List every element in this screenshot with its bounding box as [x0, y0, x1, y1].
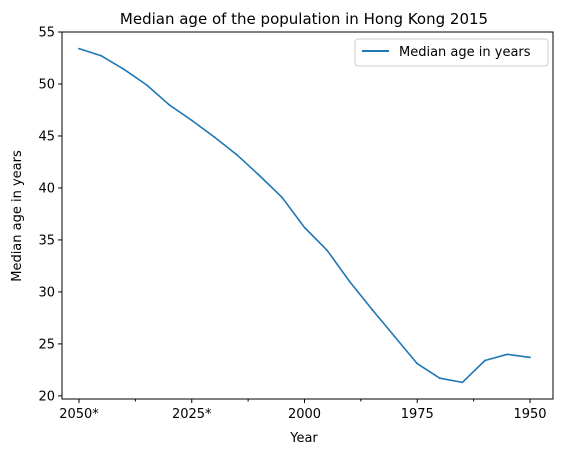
data-point	[145, 84, 148, 86]
chart-title: Median age of the population in Hong Kon…	[120, 10, 488, 28]
data-point	[348, 280, 351, 283]
data-point	[123, 68, 125, 71]
x-tick-label: 1950	[513, 407, 546, 422]
data-point	[393, 335, 396, 338]
data-point	[438, 377, 441, 380]
y-axis-label: Median age in years	[10, 150, 25, 282]
legend-label: Median age in years	[399, 45, 531, 60]
data-point	[326, 249, 328, 252]
data-point	[258, 174, 261, 177]
y-tick-label: 30	[38, 285, 55, 300]
series-layer	[78, 47, 531, 384]
data-point	[78, 47, 80, 50]
data-point	[281, 196, 283, 199]
data-point	[100, 55, 103, 57]
x-tick-label: 2000	[288, 407, 321, 422]
plot-area	[61, 31, 554, 400]
data-point	[190, 119, 193, 122]
data-point	[484, 359, 486, 362]
y-tick-label: 35	[38, 233, 55, 248]
y-axis: 20 25 30 35 40 45 50 55	[38, 26, 62, 404]
y-tick-label: 45	[38, 129, 55, 144]
y-tick-label: 40	[38, 181, 55, 196]
data-point	[168, 103, 171, 106]
data-point	[213, 136, 216, 138]
plot-frame	[61, 31, 554, 400]
x-axis: 2050* 2025* 2000 1975 1950	[59, 399, 547, 422]
y-tick-label: 55	[38, 26, 55, 41]
y-tick-label: 20	[38, 389, 55, 404]
legend-frame	[354, 38, 549, 67]
data-point	[303, 226, 306, 229]
x-tick-label: 2050*	[59, 407, 99, 422]
y-tick-label: 25	[38, 337, 55, 352]
x-axis-label: Year	[289, 431, 318, 446]
y-tick-label: 50	[38, 77, 55, 92]
x-tick-label: 2025*	[172, 407, 212, 422]
data-point	[235, 153, 238, 156]
data-point	[461, 381, 464, 384]
legend: Median age in years	[354, 38, 549, 67]
data-point	[529, 356, 531, 359]
data-point	[416, 362, 419, 365]
data-point	[506, 353, 509, 356]
x-tick-label: 1975	[401, 407, 434, 422]
data-point	[371, 308, 374, 311]
